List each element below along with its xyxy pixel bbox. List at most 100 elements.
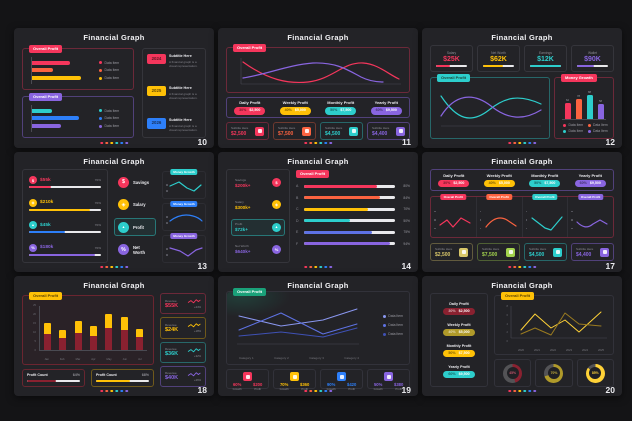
legend-dot [587,129,591,133]
app-icon [290,372,299,381]
profit-stat: $200 Profit [253,382,262,392]
slide-thumbnail-14[interactable]: Financial Graph Savings$200k+ Salary$300… [218,152,418,272]
profit-label: Profit [254,387,261,392]
timeline-panel: 2024 Subtitle Here A financial graph is … [142,48,206,138]
progress-track [304,230,395,234]
x-label: Category 2 [274,356,289,360]
pill-value: $5,000 [498,180,510,185]
stat-card: Subtitle Here $2,500 [430,243,473,261]
progress-percent: 64% [72,373,80,377]
profit-value: $360 [300,381,310,387]
slide-thumbnail-20[interactable]: Financial Graph Daily Profit 30% $2,500 W… [422,276,622,396]
stat-row-salary[interactable]: Salary $300k+ [231,196,285,213]
sparkline-badge: Money Growth [170,169,198,176]
menu-item-savings[interactable]: Savings [114,173,156,191]
row-progress-fill [29,253,96,256]
y-tick: 10 [33,331,36,334]
slide-thumbnail-19[interactable]: Financial Graph Overall Profit Category … [218,276,418,396]
profit-stat: Monthly Profit 50% $7,500 [318,100,364,115]
progress-track [304,207,395,211]
pagination-dot [110,141,113,144]
kpi-card: Net Worth $62K [477,45,520,72]
row-percent: 75% [403,230,410,234]
pill-value: $2,500 [249,108,261,113]
profit-value: $420 [347,381,357,387]
slide-thumbnail-10[interactable]: Financial Graph Overall Profit Data Item… [14,28,214,148]
y-tick: 6 [506,313,508,317]
x-label: 2021 [534,349,540,352]
progress-label: Profit Count [96,373,117,377]
donut-card-row: 45% 70% 85% [494,359,614,387]
x-axis-labels: Category 1 Category 2 Category 3 Category 4 [239,356,359,360]
profit-stat: Yearly Profit 60% $9,500 [443,365,475,379]
x-label: 2023 [566,349,572,352]
savings-icon [29,176,37,184]
growth-stats: 70%Growth $360Profit [274,381,315,391]
menu-item-profit[interactable]: Profit [114,218,156,237]
menu-item-label: Savings [133,179,150,185]
stat-card-row: Subtitle Here $2,500 Subtitle Here $7,500 … [430,243,614,261]
stacked-bar-chart-panel: Overall Profit 25 20 15 10 5 0 Jan Feb Mar Apr Ma… [22,292,154,365]
stacked-bar [120,316,128,350]
profit-stat-label: Yearly Profit [578,172,602,178]
progress-percent: 68% [141,373,149,377]
pagination-dot [518,265,521,268]
slide-thumbnail-11[interactable]: Financial Graph Overall Profit Daily Pro… [218,28,418,148]
stat-row-savings[interactable]: Savings $200k+ [231,174,285,191]
stat-subtitle: Subtitle Here [372,125,390,130]
profit-stat-label: Daily Profit [443,172,465,178]
column-bar [586,95,593,119]
progress-track [304,219,395,222]
profit-pill-panel: Daily Profit 30% $2,500 Weekly Profit 40%… [430,293,488,387]
menu-item-salary[interactable]: Salary [114,196,156,214]
finance-row: $45k 70% [29,221,101,234]
stat-label: Profit [235,222,243,227]
mini-chart-badge: Overall Profit [486,194,512,201]
app-icon [506,247,515,257]
sparkline [485,217,517,228]
app-icon [337,372,346,381]
stat-row-net-worth[interactable]: Net Worth $640k+ [231,241,285,258]
slide-thumbnail-12[interactable]: Financial Graph Salary $25K Net Worth $6… [422,28,622,148]
legend-label: Data Item [568,129,584,133]
donut-chart: 70% [544,363,564,383]
timeline-subtitle: Subtitle Here [169,54,192,58]
pill-percent: 40% [448,329,456,334]
y-tick: 4 [506,322,508,326]
pill-percent: 30% [448,308,456,313]
sparkline-column: Money Growth Money Growth Money Growth [162,169,206,263]
slide-thumbnail-18[interactable]: Financial Graph Overall Profit 25 20 15 10 5… [14,276,214,396]
column-bar [564,103,571,119]
stat-value: $2,500 [231,130,247,137]
stat-subtitle: Subtitle Here [576,246,594,251]
slide-thumbnail-17[interactable]: Financial Graph Daily Profit 30% $2,500 W… [422,152,622,272]
slide-thumbnail-13[interactable]: Financial Graph $55k 70% $210k 70% $45k 70%… [14,152,214,272]
stat-card: Subtitle Here $7,500 [273,122,316,140]
profit-value: $380 [394,381,404,387]
pagination-dot [309,141,312,144]
menu-item-net-worth[interactable]: Net Worth [114,241,156,259]
mini-chart: Overall Profit [477,194,523,237]
chart-legend: Data Item Data Item Data Item [382,314,403,336]
profit-stat-label: Monthly Profit [327,100,355,106]
kpi-progress [529,64,562,67]
revenue-value: $40K [165,375,179,382]
series-line-2 [238,312,358,335]
legend-item: Data Item [99,109,129,113]
stat-row-profit[interactable]: Profit $72k+ [231,218,285,236]
stacked-bar [89,325,97,350]
profit-label: Profit [300,387,309,391]
pagination-dot [314,389,317,392]
pagination-dots [100,141,128,144]
year-badge: 2026 [147,118,166,129]
legend-item: Data Item [563,123,585,127]
pagination-dots [508,141,536,144]
pill-percent: 60% [579,180,587,185]
sparkline-path [169,247,203,257]
column-value: 62 [566,99,569,102]
stat-value: $2,500 [435,251,451,258]
menu-item-label: Salary [133,202,146,208]
growth-label: Growth [327,387,336,391]
growth-label: Growth [232,387,242,392]
